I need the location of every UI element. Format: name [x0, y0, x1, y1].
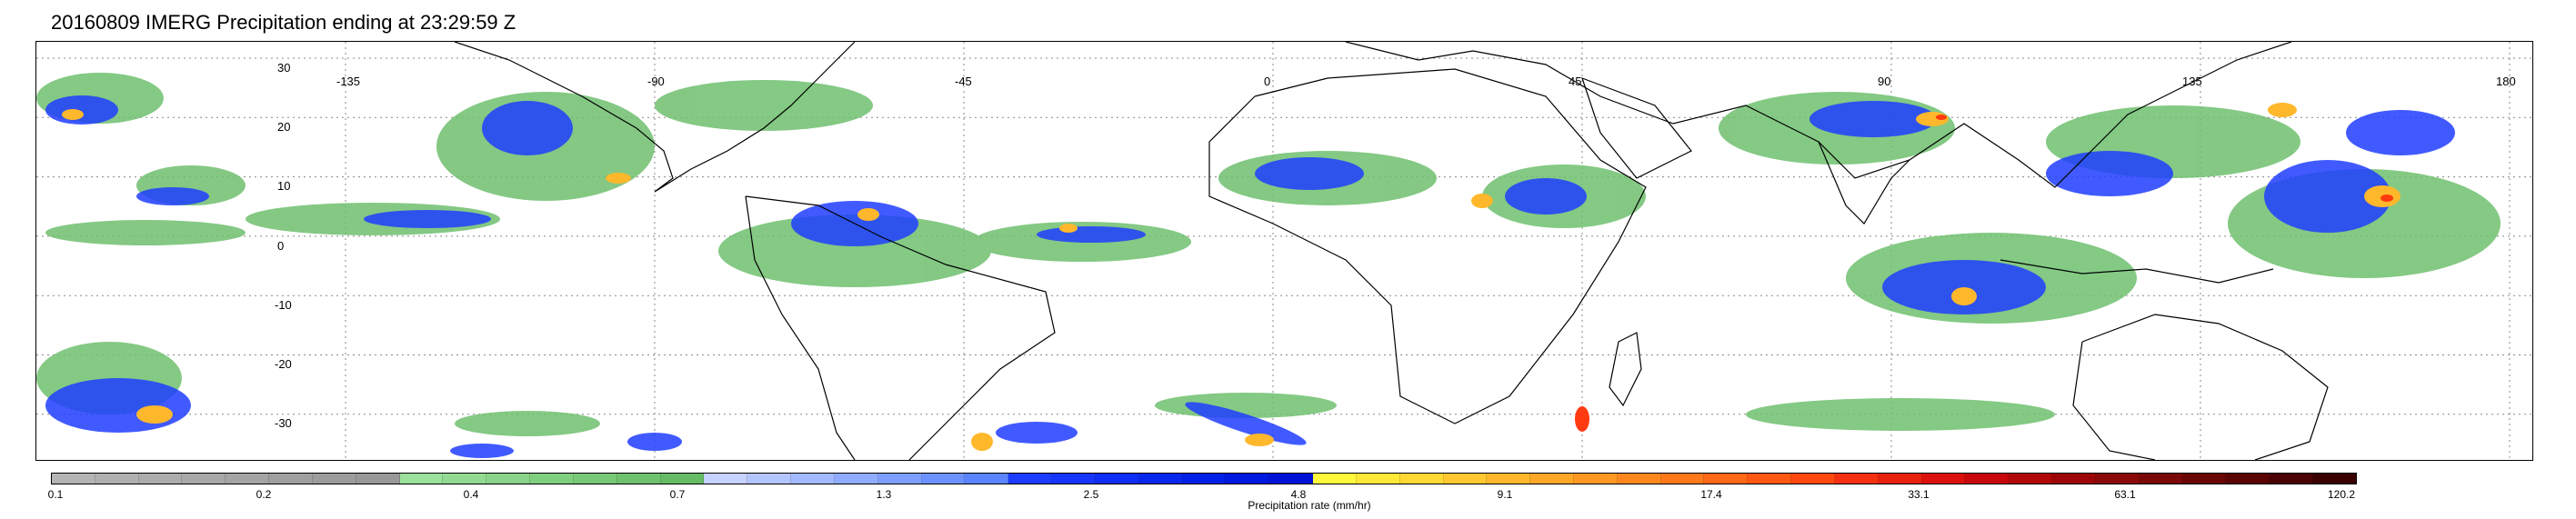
colorbar-segment [1269, 474, 1314, 484]
colorbar-segment [704, 474, 748, 484]
colorbar-tick: 0.2 [256, 488, 272, 501]
colorbar-label: Precipitation rate (mm/hr) [1248, 499, 1371, 512]
precipitation-field [36, 73, 2501, 458]
colorbar-segment [1052, 474, 1096, 484]
colorbar-segment [530, 474, 574, 484]
colorbar-segment [226, 474, 270, 484]
colorbar-segment [616, 474, 661, 484]
lat-label-0: 0 [277, 239, 285, 253]
colorbar-segment [747, 474, 792, 484]
colorbar-segment [269, 474, 313, 484]
colorbar-segment [1660, 474, 1705, 484]
colorbar-segment [1313, 474, 1357, 484]
colorbar-segment [312, 474, 356, 484]
colorbar-segment [182, 474, 226, 484]
colorbar-segment [2270, 474, 2314, 484]
colorbar-segment [443, 474, 487, 484]
colorbar-segment [921, 474, 966, 484]
colorbar-tick: 0.1 [47, 488, 64, 501]
colorbar-segment [2226, 474, 2270, 484]
lat-label-20: 20 [277, 120, 291, 134]
colorbar-tick: 1.3 [876, 488, 892, 501]
lat-label-30: 30 [277, 61, 291, 75]
colorbar-tick: 0.4 [463, 488, 479, 501]
colorbar-segment [356, 474, 400, 484]
coastlines [454, 42, 2329, 460]
colorbar-segment [1573, 474, 1618, 484]
colorbar-segment [1617, 474, 1661, 484]
lon-label-minus-90: -90 [647, 75, 665, 88]
colorbar-segment [399, 474, 444, 484]
colorbar-segment [834, 474, 878, 484]
colorbar-segment [2139, 474, 2183, 484]
colorbar-segment [791, 474, 835, 484]
lat-label-minus-30: -30 [275, 416, 292, 430]
colorbar-tick: 120.2 [2327, 488, 2356, 501]
colorbar-tick: 63.1 [2114, 488, 2136, 501]
map-title: 20160809 IMERG Precipitation ending at 2… [51, 11, 516, 34]
colorbar-segment [1226, 474, 1270, 484]
colorbar-segment [52, 474, 95, 484]
colorbar-segment [573, 474, 617, 484]
lat-label-minus-20: -20 [275, 357, 292, 371]
colorbar-segment [1530, 474, 1574, 484]
colorbar-segment [2052, 474, 2096, 484]
lon-label-135: 135 [2182, 75, 2202, 88]
lat-label-10: 10 [277, 179, 291, 193]
colorbar-segment [1095, 474, 1139, 484]
colorbar-tick: 0.7 [669, 488, 686, 501]
colorbar-segment [95, 474, 139, 484]
colorbar-tick: 4.8 [1290, 488, 1307, 501]
colorbar-segment [486, 474, 531, 484]
colorbar-segment [965, 474, 1009, 484]
colorbar-tick: 17.4 [1700, 488, 1722, 501]
colorbar-segment [1399, 474, 1444, 484]
colorbar-segment [1704, 474, 1749, 484]
colorbar-segment [1182, 474, 1227, 484]
colorbar-segment [2095, 474, 2140, 484]
colorbar-segment [1487, 474, 1531, 484]
colorbar-tick: 33.1 [1908, 488, 1929, 501]
colorbar-segment [2313, 474, 2356, 484]
colorbar-segment [2182, 474, 2227, 484]
lon-label-minus-135: -135 [336, 75, 361, 88]
colorbar-segment [1138, 474, 1183, 484]
colorbar-segment [1878, 474, 1922, 484]
lon-label-90: 90 [1878, 75, 1891, 88]
colorbar-segment [1443, 474, 1488, 484]
lon-label-180: 180 [2496, 75, 2516, 88]
lon-label-0: 0 [1264, 75, 1271, 88]
colorbar-segment [1791, 474, 1835, 484]
colorbar-segment [2009, 474, 2053, 484]
lon-label-45: 45 [1569, 75, 1582, 88]
colorbar-segment [138, 474, 183, 484]
colorbar-segment [660, 474, 705, 484]
colorbar-segment [1008, 474, 1053, 484]
precipitation-map: 30 20 10 0 -10 -20 -30 -135 -90 -45 0 45… [35, 41, 2533, 461]
colorbar-tick: 9.1 [1497, 488, 1513, 501]
colorbar [51, 473, 2357, 484]
colorbar-segment [877, 474, 922, 484]
colorbar-segment [1356, 474, 1400, 484]
colorbar-segment [1965, 474, 2010, 484]
map-canvas [36, 42, 2532, 460]
lon-label-minus-45: -45 [955, 75, 972, 88]
lat-label-minus-10: -10 [275, 298, 292, 312]
colorbar-segment [1748, 474, 1792, 484]
colorbar-tick: 2.5 [1083, 488, 1099, 501]
colorbar-segment [1834, 474, 1879, 484]
colorbar-segment [1921, 474, 1966, 484]
